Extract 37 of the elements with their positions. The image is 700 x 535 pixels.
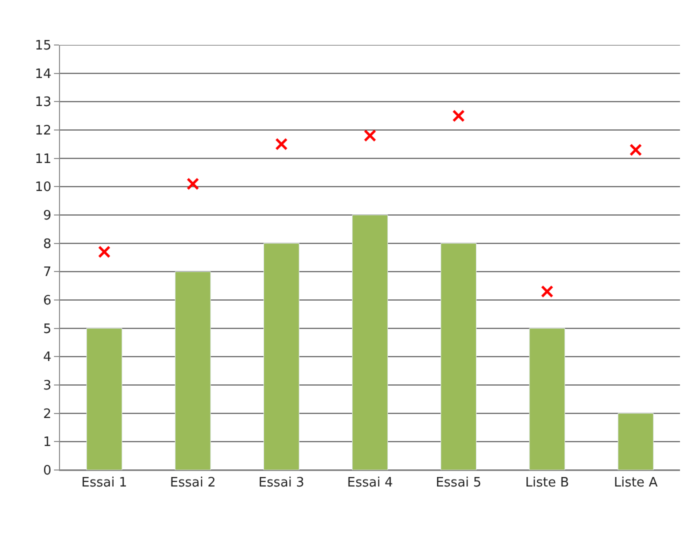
y-tick-label: 13 [34,95,52,110]
x-tick-label: Liste A [614,476,658,491]
y-tick-label: 4 [43,350,52,366]
bar [263,243,300,470]
y-tick-label: 5 [43,322,52,337]
x-tick-label: Essai 4 [347,476,393,491]
y-tick-label: 10 [34,180,52,196]
y-tick-label: 8 [43,236,52,252]
y-tick-label: 2 [43,406,52,422]
y-tick-label: 1 [43,435,52,450]
bar [440,243,477,470]
y-tick-label: 11 [34,152,52,167]
y-tick-label: 7 [43,265,52,280]
point [629,144,642,156]
y-tick-label: 14 [34,66,52,82]
y-tick-label: 0 [43,464,52,479]
point [364,129,376,142]
point [275,138,288,150]
y-tick-label: 12 [34,124,52,139]
x-tick-label: Essai 3 [258,476,304,491]
bar [352,214,388,470]
bar [529,328,566,470]
y-tick-label: 9 [43,208,52,224]
point [540,285,554,298]
y-tick-label: 15 [34,38,52,54]
point [452,110,465,122]
point [98,246,111,258]
x-tick-label: Essai 5 [436,476,482,491]
x-tick-label: Essai 2 [170,476,216,491]
point [186,178,200,190]
y-tick-label: 3 [43,378,52,394]
bar [618,413,654,470]
bar [86,328,122,470]
bar [174,271,211,470]
x-tick-label: Liste B [525,476,570,491]
y-tick-label: 6 [43,294,52,309]
x-tick-label: Essai 1 [81,476,128,491]
